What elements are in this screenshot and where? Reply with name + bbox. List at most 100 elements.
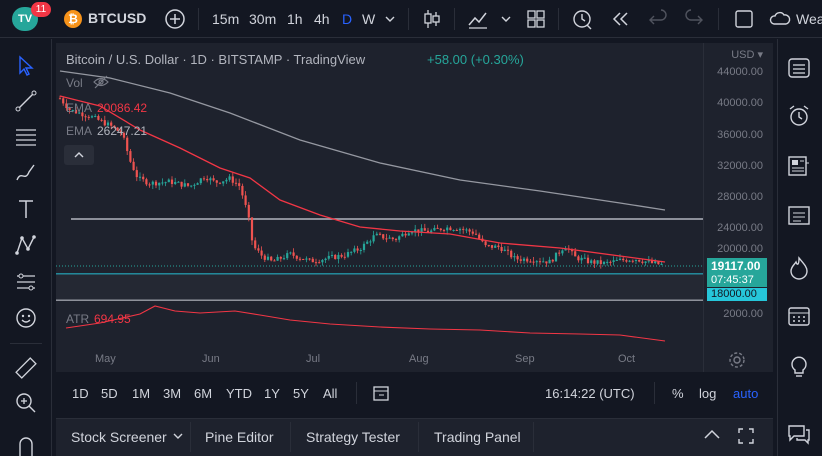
tab-stock-screener[interactable]: Stock Screener <box>71 429 167 445</box>
forecast-tool-icon[interactable] <box>13 269 39 295</box>
pattern-tool-icon[interactable] <box>13 232 39 258</box>
candle-body <box>282 258 286 260</box>
interval-4h[interactable]: 4h <box>314 11 330 27</box>
ema-fast-label[interactable]: EMA <box>66 101 93 115</box>
percent-scale-toggle[interactable]: % <box>672 386 684 401</box>
collapse-legend-button[interactable] <box>64 145 94 165</box>
candles-chart-type-icon[interactable] <box>420 7 444 31</box>
range-5y[interactable]: 5Y <box>293 386 309 401</box>
candle-body <box>103 120 106 126</box>
chart-legend-title[interactable]: Bitcoin / U.S. Dollar · 1D · BITSTAMP · … <box>66 52 366 67</box>
chevron-up-icon[interactable] <box>702 427 722 443</box>
ideas-lightbulb-icon[interactable] <box>786 353 812 379</box>
replay-icon[interactable] <box>608 7 632 31</box>
range-5d[interactable]: 5D <box>101 386 118 401</box>
candle-body <box>199 178 202 184</box>
candle-body <box>577 256 580 261</box>
eye-hidden-icon[interactable] <box>92 74 110 90</box>
symbol-search-button[interactable]: BTCUSD <box>88 10 147 26</box>
chat-icon[interactable] <box>786 421 812 447</box>
candle-body <box>452 230 455 232</box>
smiley-icon[interactable] <box>13 305 39 331</box>
candle-body <box>254 240 257 249</box>
candle-body <box>426 230 430 233</box>
zoom-in-icon[interactable] <box>13 390 39 416</box>
price-axis[interactable] <box>703 43 773 372</box>
indicators-icon[interactable] <box>466 7 490 31</box>
candle-body <box>186 183 190 186</box>
candle-body <box>417 229 420 233</box>
hotlist-fire-icon[interactable] <box>786 255 812 281</box>
range-6m[interactable]: 6M <box>194 386 213 401</box>
currency-label[interactable]: USD ▾ <box>731 49 763 61</box>
candle-body <box>158 182 161 186</box>
alert-clock-icon[interactable] <box>570 7 594 31</box>
atr-value: 694.95 <box>94 312 131 326</box>
tab-pine-editor[interactable]: Pine Editor <box>205 429 274 445</box>
redo-icon[interactable] <box>682 7 706 31</box>
settings-gear-icon[interactable] <box>727 350 747 370</box>
date-range-icon[interactable] <box>371 383 391 403</box>
alarm-clock-icon[interactable] <box>786 103 812 129</box>
log-scale-toggle[interactable]: log <box>699 386 717 401</box>
range-3m[interactable]: 3M <box>163 386 182 401</box>
tab-strategy-tester[interactable]: Strategy Tester <box>306 429 400 445</box>
magnet-icon[interactable] <box>13 434 39 456</box>
candle-body <box>289 252 292 254</box>
candle-body <box>340 254 343 257</box>
interval-w[interactable]: W <box>362 11 376 27</box>
candle-body <box>273 260 276 262</box>
vol-label[interactable]: Vol <box>66 76 83 90</box>
candle-body <box>583 257 586 259</box>
fullscreen-frame-icon[interactable] <box>732 7 756 31</box>
range-1m[interactable]: 1M <box>132 386 151 401</box>
toolbar-divider <box>533 422 534 452</box>
atr-label[interactable]: ATR <box>66 312 90 326</box>
candle-body <box>660 263 663 265</box>
interval-d[interactable]: D <box>342 11 353 27</box>
candle-body <box>551 259 554 262</box>
utc-clock[interactable]: 16:14:22 (UTC) <box>545 386 635 401</box>
ruler-icon[interactable] <box>13 355 39 381</box>
interval-15m[interactable]: 15m <box>212 11 240 27</box>
fib-retracement-icon[interactable] <box>13 124 39 150</box>
weather-cloud-icon[interactable] <box>768 7 792 31</box>
candle-body <box>126 137 129 152</box>
range-1y[interactable]: 1Y <box>264 386 280 401</box>
candle-body <box>372 235 375 242</box>
watchlist-icon[interactable] <box>786 55 812 81</box>
range-ytd[interactable]: YTD <box>226 386 252 401</box>
candle-body <box>382 234 385 239</box>
trend-line-icon[interactable] <box>13 88 39 114</box>
layout-grid-icon[interactable] <box>524 7 548 31</box>
tab-trading-panel[interactable]: Trading Panel <box>434 429 521 445</box>
calendar-list-icon[interactable] <box>786 202 812 228</box>
candle-body <box>305 258 308 260</box>
chevron-down-icon[interactable] <box>384 7 396 31</box>
undo-icon[interactable] <box>646 7 670 31</box>
text-tool-icon[interactable] <box>13 196 39 222</box>
compare-add-icon[interactable] <box>163 7 187 31</box>
chevron-down-icon[interactable] <box>500 7 512 31</box>
calendar-icon[interactable] <box>786 303 812 329</box>
news-icon[interactable] <box>786 153 812 179</box>
ema-slow-label[interactable]: EMA <box>66 124 93 138</box>
range-all[interactable]: All <box>323 386 338 401</box>
candle-body <box>433 227 436 231</box>
interval-30m[interactable]: 30m <box>249 11 277 27</box>
range-1d[interactable]: 1D <box>72 386 89 401</box>
cursor-icon[interactable] <box>13 53 39 79</box>
chevron-down-icon[interactable] <box>172 430 184 442</box>
chart-pane[interactable] <box>56 43 773 372</box>
candle-body <box>631 260 634 262</box>
weather-label[interactable]: Wea <box>796 11 822 27</box>
brush-icon[interactable] <box>13 160 39 186</box>
auto-scale-toggle[interactable]: auto <box>733 386 759 401</box>
maximize-icon[interactable] <box>737 427 755 445</box>
interval-1h[interactable]: 1h <box>287 11 303 27</box>
candle-body <box>266 256 270 260</box>
candle-body <box>366 241 369 244</box>
candle-body <box>548 259 551 264</box>
candle-body <box>318 262 321 264</box>
